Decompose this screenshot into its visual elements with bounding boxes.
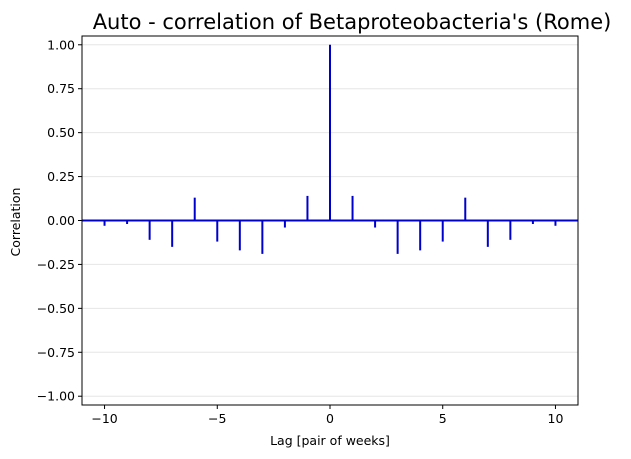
- y-tick-label: −0.50: [37, 301, 75, 316]
- x-tick-label: 5: [439, 411, 447, 426]
- y-tick-label: −0.75: [37, 345, 75, 360]
- y-tick-label: 0.75: [47, 81, 75, 96]
- y-tick-label: 0.00: [47, 213, 75, 228]
- y-tick-label: 0.50: [47, 125, 75, 140]
- y-tick-label: 1.00: [47, 37, 75, 52]
- y-axis-label: Correlation: [8, 188, 23, 257]
- x-tick-label: 10: [548, 411, 564, 426]
- y-tick-label: −0.25: [37, 257, 75, 272]
- y-tick-label: −1.00: [37, 389, 75, 404]
- x-tick-label: −5: [208, 411, 226, 426]
- x-axis-ticks: −10 −5 0 5 10: [91, 405, 563, 426]
- x-tick-label: −10: [91, 411, 117, 426]
- correlation-bars: [103, 44, 557, 254]
- x-axis-label: Lag [pair of weeks]: [270, 433, 390, 448]
- y-tick-label: 0.25: [47, 169, 75, 184]
- x-tick-label: 0: [326, 411, 334, 426]
- y-axis-ticks: 1.00 0.75 0.50 0.25 0.00 −0.25 −0.50 −0.75 −1.00: [37, 37, 82, 404]
- chart-title: Auto - correlation of Betaproteobacteria…: [93, 10, 612, 34]
